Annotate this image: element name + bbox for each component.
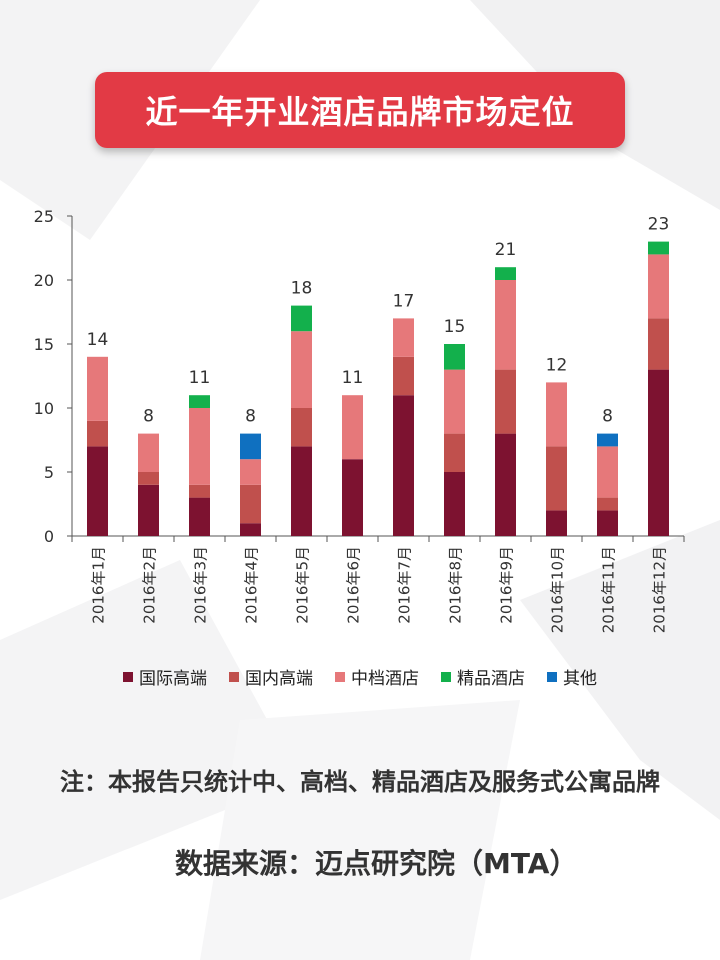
legend-item: 中档酒店 [335,664,419,689]
legend-swatch [335,671,345,682]
data-label: 11 [189,368,211,388]
x-tick-label: 2016年1月 [90,546,108,624]
x-tick-label: 2016年9月 [498,546,516,624]
bar-segment [444,472,465,536]
bar-segment [495,369,516,434]
footnote: 注：本报告只统计中、高档、精品酒店及服务式公寓品牌 [60,768,660,796]
x-tick-label: 2016年5月 [294,546,312,624]
bar-segment [291,305,312,332]
bar-segment [240,523,261,536]
data-label: 15 [444,317,466,337]
bar-segment [291,408,312,447]
bar-segment [648,369,669,536]
x-tick-label: 2016年10月 [549,546,567,633]
data-label: 14 [87,330,109,350]
data-label: 8 [245,407,256,427]
bar-segment [444,344,465,370]
y-tick-label: 15 [34,335,54,354]
data-label: 18 [291,279,313,299]
legend-item: 国际高端 [123,664,207,689]
bar-segment [444,369,465,434]
bar-segment [393,318,414,357]
legend-item: 精品酒店 [441,664,525,689]
bar-segment [546,382,567,447]
bar-segment [597,433,618,447]
bar-segment [393,356,414,396]
bar-segment [240,433,261,460]
bar-segment [291,446,312,536]
data-label: 8 [602,407,613,427]
bar-segment [138,472,159,485]
bar-segment [495,267,516,280]
bar-segment [546,446,567,511]
bar-segment [597,446,618,498]
data-label: 23 [648,215,670,235]
x-tick-label: 2016年12月 [651,546,669,633]
bar-segment [546,510,567,536]
bar-segment [87,356,108,421]
y-tick-label: 5 [44,463,54,482]
bar-segment [597,510,618,536]
bar-segment [189,395,210,408]
data-label: 17 [393,291,415,311]
legend-swatch [441,671,451,682]
y-tick-label: 20 [34,271,54,290]
legend-label: 其他 [563,669,597,689]
bar-segment [240,484,261,524]
title-banner: 近一年开业酒店品牌市场定位 [95,72,625,148]
legend-label: 中档酒店 [351,669,419,689]
x-tick-label: 2016年8月 [447,546,465,624]
legend-item: 国内高端 [229,664,313,689]
bar-segment [87,420,108,447]
data-label: 11 [342,368,364,388]
bar-segment [597,497,618,511]
legend-label: 国内高端 [245,669,313,689]
bar-segment [342,459,363,536]
y-tick-label: 10 [34,399,54,418]
bar-segment [189,497,210,536]
bar-segment [138,484,159,536]
legend-label: 精品酒店 [457,669,525,689]
data-label: 8 [143,407,154,427]
legend-swatch [123,671,133,682]
x-tick-label: 2016年4月 [243,546,261,624]
x-tick-label: 2016年6月 [345,546,363,624]
bar-segment [648,318,669,370]
stacked-bar-chart: 0 5 10 15 20 25 14 2016年1月 8 2016年2月 11 2016年3月 8 201… [34,207,685,633]
x-tick-label: 2016年7月 [396,546,414,624]
bar-segment [393,395,414,536]
bar-segment [444,433,465,472]
bar-segment [495,433,516,536]
data-label: 21 [495,240,517,260]
x-tick-label: 2016年2月 [141,546,159,624]
legend-swatch [229,671,239,682]
chart-legend: 国际高端 国内高端 中档酒店 精品酒店 其他 [0,664,720,689]
data-label: 12 [546,355,568,375]
bar-segment [291,331,312,408]
bar-segment [648,254,669,319]
bar-segment [240,459,261,485]
data-source: 数据来源：迈点研究院（MTA） [175,847,578,880]
x-tick-label: 2016年11月 [600,546,618,633]
bar-segment [189,408,210,485]
y-tick-label: 0 [44,527,54,546]
bar-segment [495,280,516,370]
bar-segment [87,446,108,536]
bar-segment [648,241,669,255]
legend-label: 国际高端 [139,669,207,689]
legend-item: 其他 [547,664,597,689]
chart-title: 近一年开业酒店品牌市场定位 [145,93,575,131]
y-tick-label: 25 [34,207,54,226]
bar-segment [342,395,363,460]
bar-segment [138,433,159,472]
x-tick-label: 2016年3月 [192,546,210,624]
legend-swatch [547,671,557,682]
bar-segment [189,484,210,498]
